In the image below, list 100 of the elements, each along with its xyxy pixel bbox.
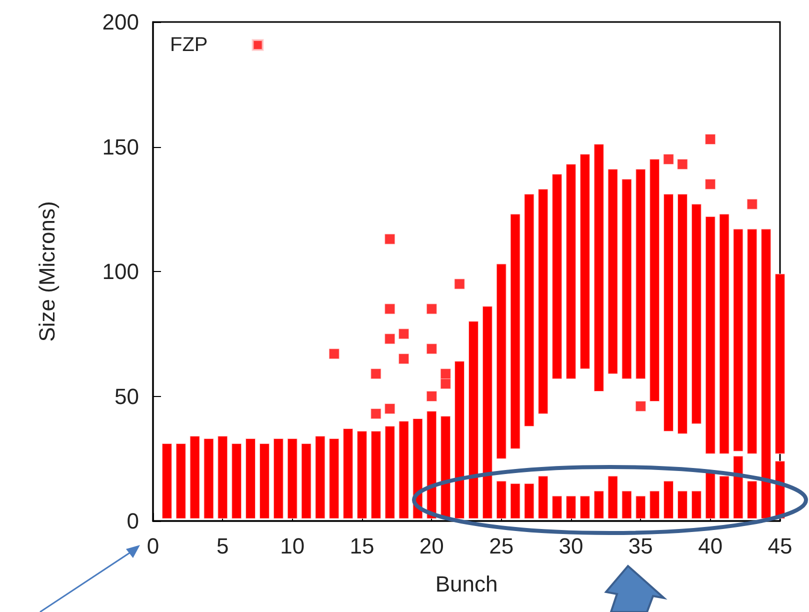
x-tick-label: 15 — [350, 534, 374, 558]
point — [370, 408, 382, 419]
point — [370, 368, 382, 380]
bar — [287, 438, 298, 519]
bar — [747, 228, 758, 454]
bar — [384, 426, 395, 519]
bar — [719, 214, 730, 454]
bar — [608, 168, 618, 374]
bar — [468, 321, 478, 519]
bar — [329, 438, 340, 519]
bar — [538, 476, 548, 519]
point — [705, 134, 716, 145]
point — [328, 348, 340, 360]
bar — [357, 430, 367, 519]
bar — [566, 496, 576, 519]
point — [705, 178, 716, 190]
point — [746, 198, 758, 210]
point — [384, 304, 396, 314]
bar — [273, 438, 284, 519]
point — [635, 400, 646, 412]
bar — [232, 443, 242, 519]
x-tick-label: 10 — [280, 534, 305, 558]
bar — [343, 428, 354, 519]
bar — [636, 496, 646, 519]
bar — [677, 490, 688, 519]
bar — [454, 361, 465, 519]
point — [440, 368, 451, 380]
point — [426, 391, 437, 402]
bar — [218, 436, 228, 519]
point — [384, 234, 396, 244]
y-axis-title: Size (Microns) — [34, 201, 60, 342]
point — [398, 328, 410, 340]
y-tick-label: 0 — [126, 508, 139, 534]
x-tick-label: 0 — [146, 534, 160, 558]
bar — [496, 480, 506, 519]
bar — [552, 174, 562, 380]
bar — [622, 490, 632, 519]
bar — [608, 476, 618, 519]
x-tick-label: 45 — [768, 534, 792, 558]
x-tick-label: 35 — [628, 534, 653, 558]
bar — [524, 483, 534, 519]
point — [440, 378, 451, 390]
x-tick-label: 5 — [216, 534, 229, 558]
bar — [524, 194, 534, 426]
y-tick-label: 150 — [102, 134, 139, 160]
point — [398, 354, 410, 364]
x-tick-label: 25 — [489, 534, 514, 558]
bar — [398, 420, 409, 519]
point — [384, 334, 396, 344]
x-tick-label: 20 — [419, 534, 444, 558]
bar — [496, 264, 506, 459]
point — [454, 278, 465, 290]
bar — [705, 216, 716, 454]
bar — [246, 438, 256, 519]
point — [663, 154, 674, 164]
bar — [440, 416, 451, 519]
bar — [622, 178, 632, 380]
y-tick-label: 50 — [114, 384, 139, 409]
bar — [664, 194, 674, 432]
bar — [650, 158, 660, 402]
bar — [566, 164, 576, 380]
bar — [301, 443, 312, 519]
bar — [162, 443, 172, 519]
point — [426, 344, 437, 354]
y-tick-label: 200 — [102, 10, 139, 34]
bar — [190, 436, 200, 519]
bar — [482, 306, 492, 519]
bar — [315, 436, 326, 519]
bar — [580, 154, 590, 370]
bar — [594, 490, 604, 519]
bar — [204, 438, 214, 519]
bar — [650, 490, 660, 519]
bar — [747, 480, 758, 519]
bar — [775, 274, 785, 454]
bar — [580, 496, 590, 519]
x-axis-title: Bunch — [435, 572, 498, 596]
bar — [761, 228, 772, 519]
bar — [538, 188, 548, 414]
bar — [664, 480, 674, 519]
bar — [691, 490, 702, 519]
x-tick-label: 40 — [698, 534, 723, 558]
bar — [259, 443, 270, 519]
bar — [691, 204, 702, 424]
point — [384, 403, 396, 414]
bar — [733, 456, 744, 519]
x-tick-label: 30 — [558, 534, 584, 558]
y-tick-label: 100 — [102, 259, 139, 284]
bar — [636, 168, 646, 380]
bar — [677, 194, 688, 434]
bar — [370, 430, 381, 519]
bar — [510, 214, 520, 449]
point — [677, 158, 688, 170]
bar — [733, 228, 744, 452]
legend-label: FZP — [170, 34, 208, 56]
bar — [176, 443, 186, 519]
bar — [594, 144, 604, 392]
bar — [510, 483, 520, 519]
bar — [719, 476, 730, 519]
point — [426, 304, 437, 314]
bar — [426, 410, 437, 519]
